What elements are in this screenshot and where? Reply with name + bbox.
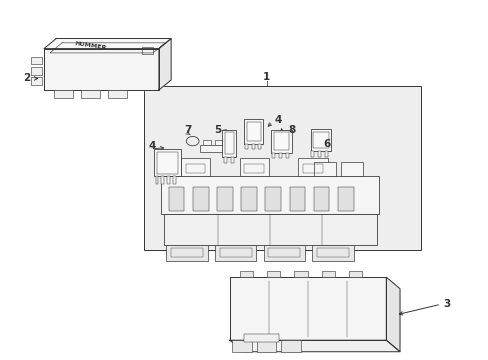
Bar (107, 90, 127, 98)
Bar (214, 245, 256, 261)
Text: 6: 6 (323, 139, 330, 149)
Bar (313, 186, 329, 211)
Bar (173, 176, 176, 184)
Text: 5: 5 (214, 125, 221, 135)
Bar (321, 271, 334, 277)
Bar (281, 340, 300, 352)
Bar (263, 245, 305, 261)
Bar (318, 151, 321, 157)
Bar (167, 176, 170, 184)
Bar (166, 245, 207, 261)
Bar (168, 186, 184, 211)
Bar (266, 271, 280, 277)
Text: 3: 3 (443, 299, 450, 309)
Bar (289, 186, 305, 211)
Text: HUMMER: HUMMER (74, 41, 106, 50)
Bar (325, 151, 327, 157)
Polygon shape (229, 277, 386, 340)
Bar (217, 186, 232, 211)
Bar (31, 77, 42, 85)
Bar (144, 86, 420, 250)
Bar (316, 248, 348, 257)
Bar (265, 186, 281, 211)
Bar (258, 144, 261, 149)
Bar (313, 162, 335, 176)
Bar (224, 132, 233, 154)
Text: 1: 1 (263, 72, 269, 82)
Bar (154, 149, 181, 176)
Bar (244, 334, 278, 342)
Bar (251, 144, 254, 149)
Bar (155, 176, 158, 184)
Bar (244, 164, 264, 173)
Bar (163, 214, 376, 245)
Bar (181, 158, 210, 176)
Bar (241, 186, 256, 211)
Bar (246, 122, 260, 141)
Bar (272, 153, 275, 158)
Bar (239, 271, 252, 277)
Bar (303, 164, 322, 173)
Bar (239, 158, 268, 176)
Bar (192, 186, 208, 211)
Bar (337, 186, 353, 211)
Polygon shape (159, 39, 171, 90)
Bar (273, 132, 289, 150)
Bar (231, 157, 234, 163)
Bar (267, 248, 300, 257)
Bar (298, 158, 327, 176)
Bar (311, 245, 353, 261)
Bar (222, 130, 236, 157)
Bar (294, 271, 307, 277)
Bar (245, 144, 248, 149)
Bar (199, 145, 226, 152)
Bar (81, 90, 100, 98)
Bar (219, 248, 251, 257)
Bar (203, 140, 210, 145)
Bar (54, 90, 73, 98)
Bar (185, 164, 205, 173)
Text: 4: 4 (148, 141, 156, 151)
Bar (256, 340, 276, 352)
Polygon shape (386, 277, 399, 352)
Bar (161, 176, 164, 184)
Text: 2: 2 (23, 73, 30, 84)
Bar (31, 57, 42, 64)
Text: 4: 4 (273, 114, 281, 125)
Polygon shape (44, 39, 171, 49)
Bar (285, 153, 288, 158)
Bar (232, 340, 251, 352)
Text: 7: 7 (183, 125, 191, 135)
Bar (271, 130, 291, 153)
Bar (161, 176, 378, 214)
Bar (244, 119, 263, 144)
Bar (142, 47, 152, 54)
Bar (31, 67, 42, 75)
Bar (215, 140, 222, 145)
Bar (170, 248, 203, 257)
Bar (279, 153, 282, 158)
Bar (311, 151, 314, 157)
Bar (157, 152, 178, 174)
Text: 8: 8 (288, 125, 295, 135)
Polygon shape (44, 49, 159, 90)
Bar (348, 271, 362, 277)
Bar (224, 157, 226, 163)
Bar (312, 132, 328, 148)
Polygon shape (229, 340, 399, 352)
Bar (310, 129, 330, 151)
Bar (340, 162, 362, 176)
